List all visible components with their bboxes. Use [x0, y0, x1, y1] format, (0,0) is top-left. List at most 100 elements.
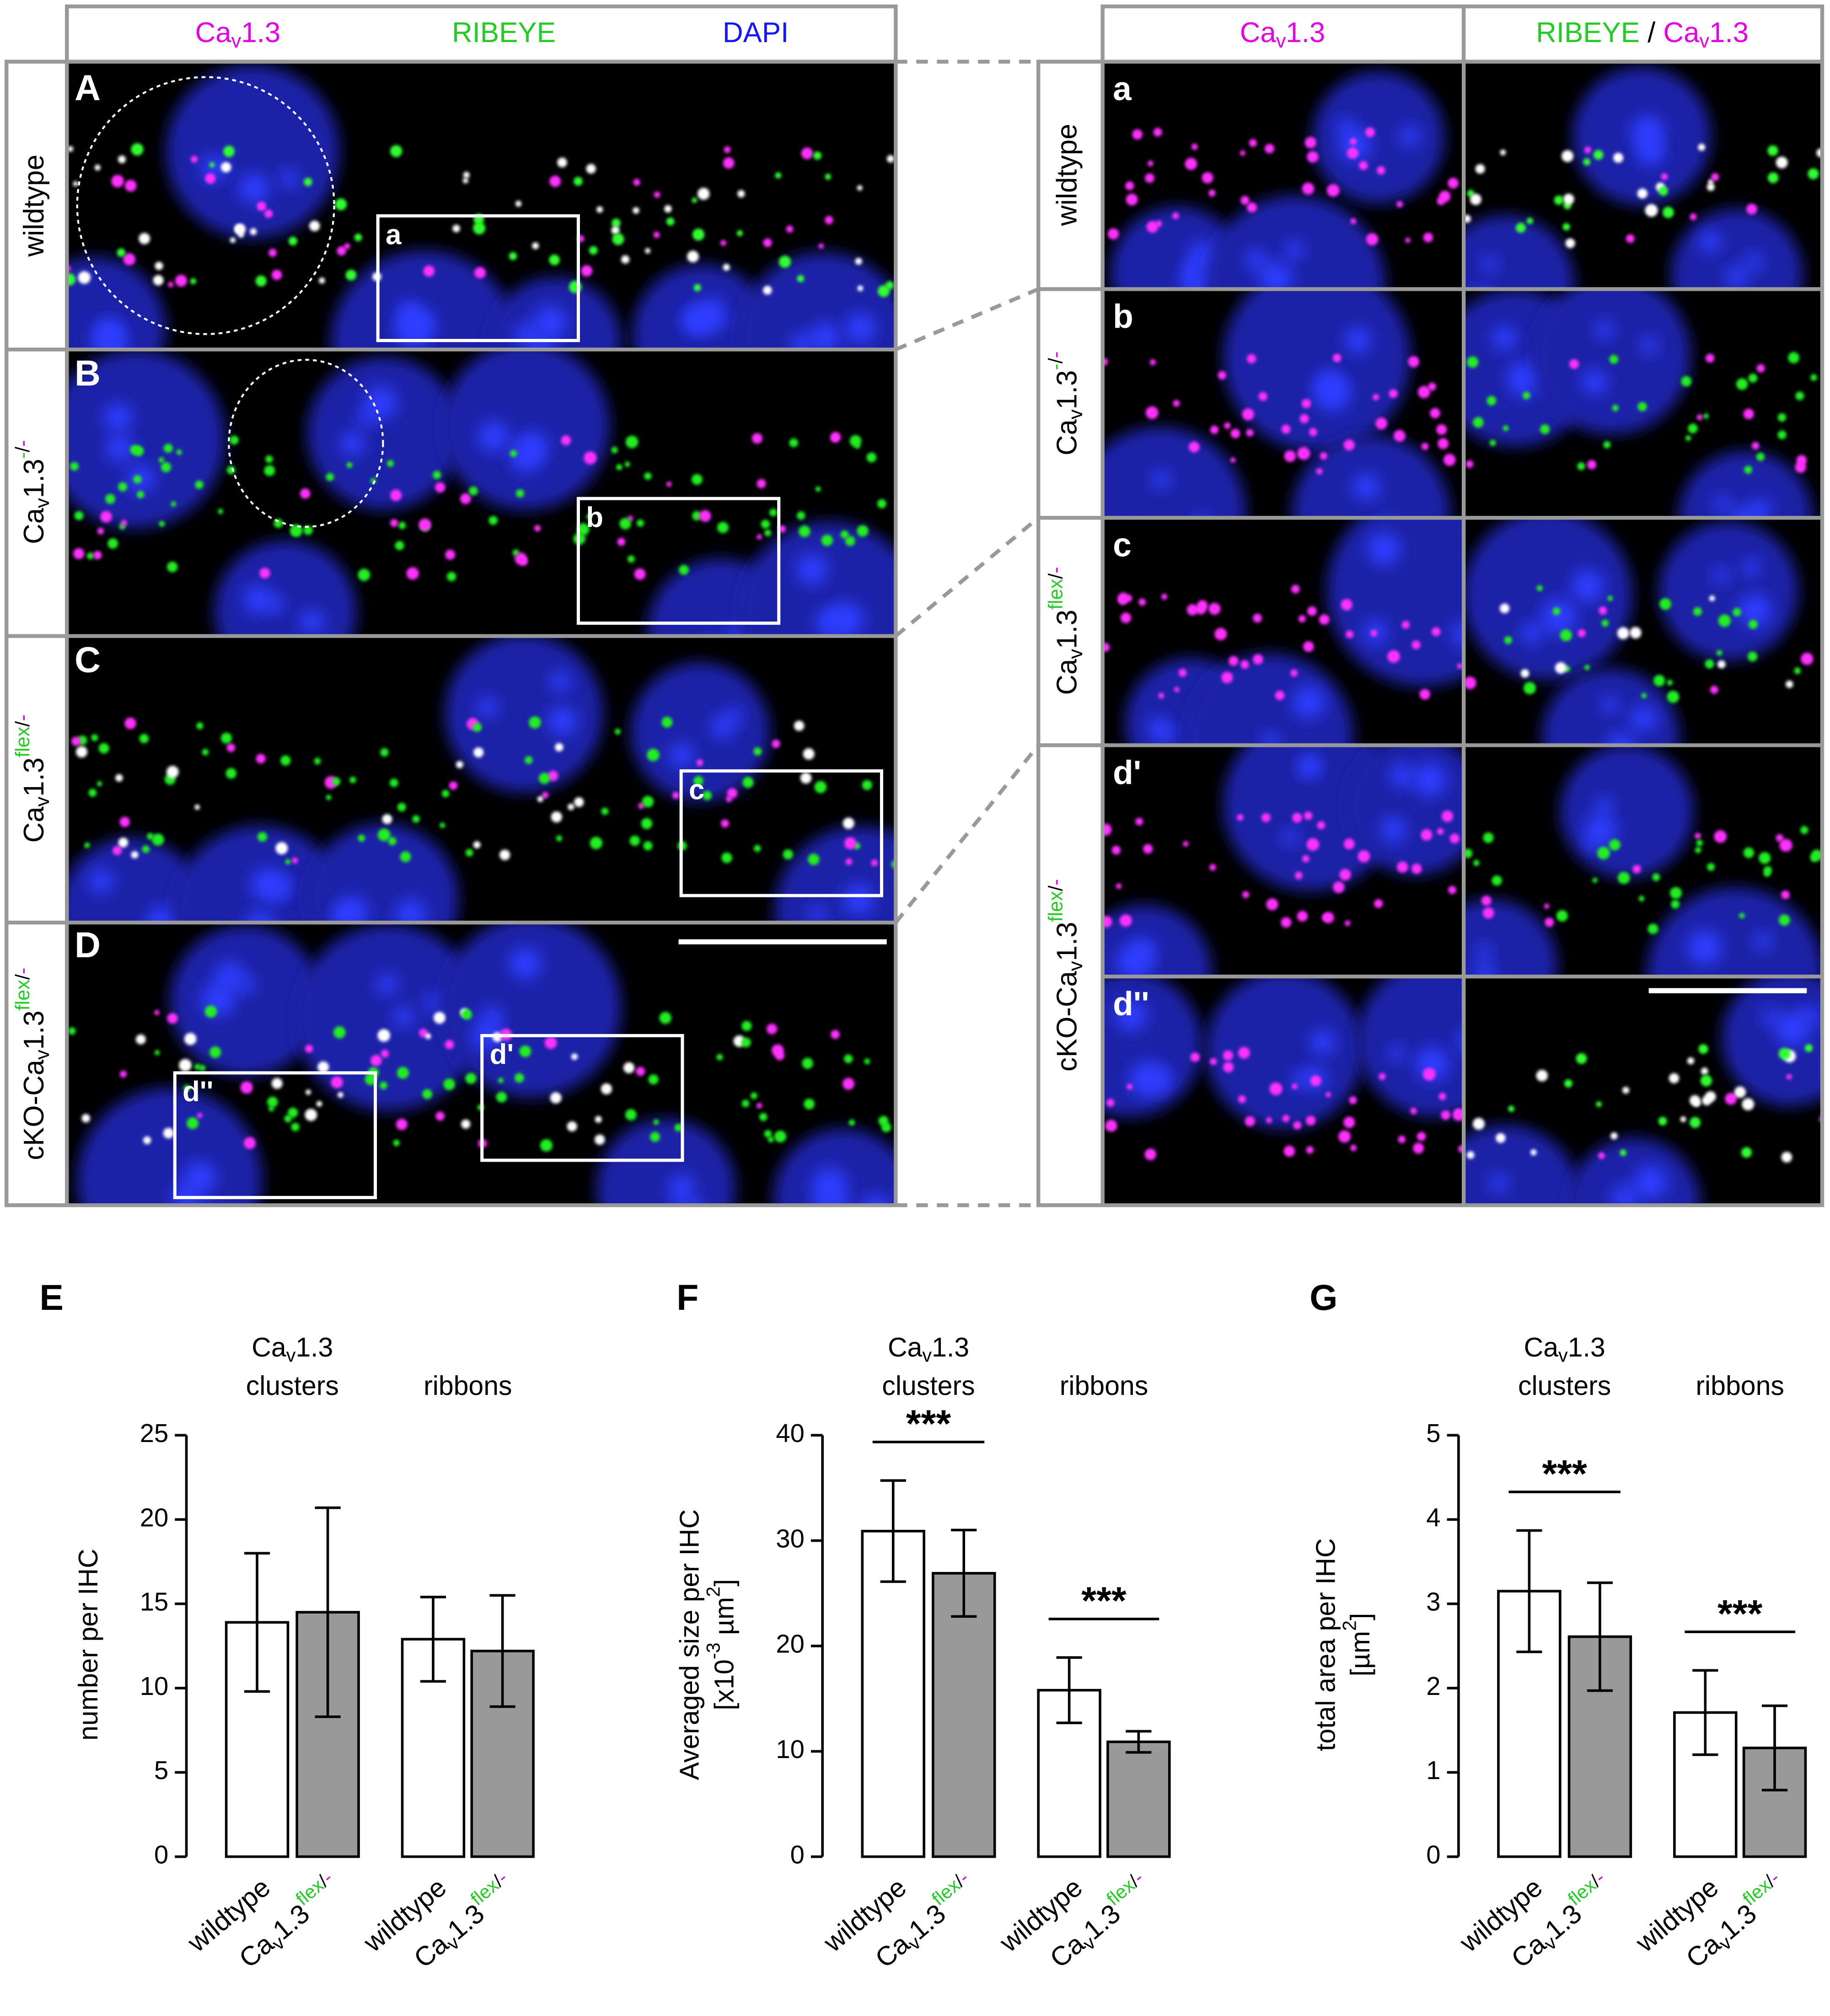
puncta — [664, 205, 672, 213]
micrograph — [1464, 976, 1822, 1245]
nucleus — [1102, 427, 1246, 518]
puncta — [1138, 598, 1146, 606]
puncta — [1671, 900, 1680, 909]
puncta — [825, 216, 833, 225]
puncta — [1504, 636, 1513, 644]
puncta — [555, 743, 563, 752]
puncta — [1739, 913, 1745, 919]
row-label: wildtype — [1052, 123, 1083, 226]
puncta — [465, 1072, 477, 1084]
puncta — [1522, 391, 1530, 400]
puncta — [1475, 164, 1485, 174]
nucleolus — [797, 554, 827, 585]
nucleolus — [1479, 1220, 1504, 1245]
puncta — [1483, 832, 1494, 843]
puncta — [1703, 413, 1709, 419]
puncta — [1375, 417, 1387, 429]
puncta — [1620, 1149, 1626, 1156]
puncta — [650, 1131, 660, 1142]
nucleus — [1464, 518, 1632, 680]
puncta — [1319, 614, 1330, 625]
puncta — [697, 188, 710, 200]
puncta — [771, 1044, 784, 1056]
puncta — [1777, 413, 1787, 422]
puncta — [1118, 596, 1127, 605]
text-segment: clusters — [882, 1371, 975, 1401]
puncta — [163, 1127, 174, 1139]
puncta — [271, 269, 282, 280]
puncta — [1693, 607, 1702, 616]
puncta — [1577, 462, 1585, 471]
group-label: clusters — [882, 1371, 975, 1401]
nucleolus — [1152, 471, 1170, 489]
puncta — [1242, 891, 1250, 898]
micrograph — [67, 349, 896, 636]
puncta — [1613, 153, 1624, 163]
puncta — [1398, 1135, 1406, 1143]
puncta — [358, 834, 365, 842]
nucleolus — [1541, 599, 1577, 635]
puncta — [1240, 196, 1250, 205]
puncta — [1247, 354, 1256, 364]
puncta — [534, 525, 541, 532]
puncta — [540, 1139, 553, 1152]
puncta — [1281, 424, 1291, 434]
puncta — [167, 561, 178, 573]
puncta — [1190, 1052, 1200, 1062]
puncta — [309, 220, 320, 231]
puncta — [291, 1122, 300, 1131]
puncta — [1565, 238, 1575, 248]
puncta — [1530, 1149, 1537, 1156]
puncta — [1422, 1067, 1436, 1081]
puncta — [76, 746, 88, 758]
nucleolus — [376, 974, 397, 995]
nucleolus — [1489, 1174, 1508, 1192]
puncta — [1350, 1144, 1357, 1151]
group-label: ribbons — [1696, 1371, 1784, 1401]
puncta — [1669, 887, 1682, 899]
puncta — [137, 491, 145, 499]
puncta — [1717, 660, 1726, 669]
micrograph — [1102, 518, 1464, 745]
puncta — [111, 175, 124, 188]
puncta — [94, 164, 101, 171]
puncta — [1708, 179, 1714, 185]
puncta — [831, 434, 838, 442]
nucleolus — [1380, 817, 1406, 842]
nucleolus — [1742, 559, 1760, 576]
puncta — [866, 452, 877, 463]
puncta — [717, 521, 729, 533]
puncta — [195, 480, 204, 489]
nucleolus — [1476, 944, 1492, 960]
puncta — [645, 248, 650, 254]
puncta — [1718, 614, 1731, 627]
puncta — [1659, 598, 1671, 610]
row-label: Cav1.3-/- — [1045, 351, 1087, 455]
nucleus — [1206, 976, 1363, 1129]
nucleolus — [1482, 257, 1498, 273]
nucleolus — [1605, 733, 1636, 745]
puncta — [259, 568, 270, 579]
puncta — [1743, 847, 1754, 858]
puncta — [1144, 1148, 1157, 1160]
text-segment: ribbons — [1696, 1371, 1784, 1401]
puncta — [354, 233, 362, 241]
puncta — [1554, 195, 1564, 205]
puncta — [1597, 847, 1610, 860]
puncta — [1410, 1107, 1417, 1115]
puncta — [1778, 1047, 1791, 1060]
puncta — [230, 237, 236, 243]
text-segment: ribbons — [1060, 1371, 1148, 1401]
puncta — [1609, 354, 1619, 364]
puncta — [473, 841, 481, 849]
nucleolus — [89, 869, 113, 894]
nucleus — [306, 823, 459, 923]
panel-letter: d'' — [1113, 985, 1149, 1022]
row-label: cKO-Cav1.3flex/- — [12, 968, 54, 1160]
y-tick-label: 10 — [776, 1735, 804, 1764]
puncta — [601, 807, 609, 815]
puncta — [741, 1037, 751, 1048]
puncta — [1301, 399, 1311, 408]
panel-letter: D — [75, 925, 101, 965]
nucleolus — [393, 1007, 413, 1027]
